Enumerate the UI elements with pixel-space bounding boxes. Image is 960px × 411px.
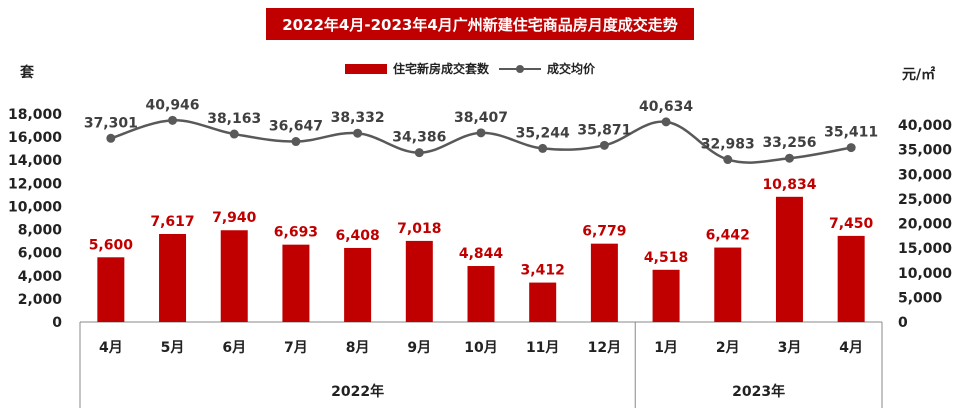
price-point bbox=[538, 143, 548, 153]
price-value-label: 38,332 bbox=[331, 110, 385, 126]
category-label: 8月 bbox=[346, 340, 370, 356]
bar-value-label: 10,834 bbox=[762, 177, 816, 193]
bar-value-label: 6,779 bbox=[582, 224, 626, 240]
bar bbox=[159, 233, 187, 322]
right-axis-tick-label: 25,000 bbox=[898, 192, 952, 208]
legend-bar-swatch bbox=[345, 63, 387, 74]
category-label: 10月 bbox=[464, 340, 497, 356]
price-value-label: 40,634 bbox=[639, 99, 693, 115]
category-label: 11月 bbox=[526, 340, 559, 356]
year-group-label: 2023年 bbox=[732, 383, 785, 400]
left-axis-tick-label: 16,000 bbox=[8, 130, 62, 146]
price-point bbox=[291, 137, 301, 147]
bar-value-label: 7,450 bbox=[829, 216, 874, 232]
price-point bbox=[661, 117, 671, 127]
bar bbox=[282, 244, 310, 322]
category-label: 4月 bbox=[839, 340, 863, 356]
bar bbox=[837, 235, 865, 322]
price-value-label: 40,946 bbox=[146, 97, 200, 113]
category-label: 12月 bbox=[588, 340, 621, 356]
price-point bbox=[846, 143, 856, 153]
right-axis-tick-label: 15,000 bbox=[898, 241, 952, 257]
bar bbox=[714, 247, 742, 322]
left-axis-tick-label: 6,000 bbox=[18, 246, 63, 262]
bar-value-label: 3,412 bbox=[521, 263, 565, 279]
price-point bbox=[229, 129, 239, 139]
bar bbox=[652, 269, 680, 322]
left-axis-tick-label: 8,000 bbox=[18, 223, 63, 239]
left-axis-tick-label: 4,000 bbox=[18, 269, 63, 285]
legend-bars-label: 住宅新房成交套数 bbox=[393, 62, 490, 76]
category-label: 1月 bbox=[654, 340, 678, 356]
left-axis-tick-label: 14,000 bbox=[8, 153, 62, 169]
price-value-label: 33,256 bbox=[762, 135, 816, 151]
bar-value-label: 4,844 bbox=[459, 246, 504, 262]
category-label: 6月 bbox=[222, 340, 246, 356]
left-axis-tick-label: 18,000 bbox=[8, 107, 62, 123]
category-label: 4月 bbox=[99, 340, 123, 356]
bar bbox=[775, 196, 803, 322]
right-axis-tick-label: 40,000 bbox=[898, 118, 952, 134]
year-group-label: 2022年 bbox=[331, 383, 384, 400]
category-label: 2月 bbox=[716, 340, 740, 356]
bar-value-label: 7,018 bbox=[397, 221, 441, 237]
category-label: 5月 bbox=[161, 340, 185, 356]
price-value-label: 36,647 bbox=[269, 119, 323, 135]
right-axis-tick-label: 30,000 bbox=[898, 167, 952, 183]
bar bbox=[344, 247, 372, 322]
bar-value-label: 6,442 bbox=[706, 228, 750, 244]
category-label: 3月 bbox=[778, 340, 802, 356]
price-value-label: 37,301 bbox=[84, 115, 138, 131]
bar bbox=[467, 266, 495, 322]
price-value-label: 32,983 bbox=[701, 137, 755, 153]
price-value-label: 34,386 bbox=[392, 130, 446, 146]
bar bbox=[529, 282, 557, 322]
left-axis-tick-label: 0 bbox=[52, 315, 62, 331]
bar-value-label: 7,617 bbox=[150, 214, 194, 230]
price-value-label: 35,411 bbox=[824, 125, 878, 141]
left-axis-tick-label: 12,000 bbox=[8, 176, 62, 192]
price-point bbox=[414, 148, 424, 158]
right-axis-unit: 元/㎡ bbox=[902, 67, 936, 83]
bar bbox=[590, 243, 618, 322]
bar-value-label: 7,940 bbox=[212, 210, 257, 226]
legend-line-swatch bbox=[499, 64, 542, 74]
bar bbox=[97, 257, 125, 322]
right-axis-tick-label: 10,000 bbox=[898, 266, 952, 282]
left-axis-tick-label: 10,000 bbox=[8, 199, 62, 215]
left-axis-unit: 套 bbox=[20, 65, 34, 81]
price-value-label: 35,244 bbox=[516, 125, 570, 141]
bar bbox=[405, 240, 433, 322]
legend-line-label: 成交均价 bbox=[547, 62, 596, 76]
legend-item-line: 成交均价 bbox=[499, 60, 595, 77]
right-axis-tick-label: 0 bbox=[898, 315, 908, 331]
category-label: 7月 bbox=[284, 340, 308, 356]
bar-value-label: 4,518 bbox=[644, 250, 688, 266]
category-label: 9月 bbox=[407, 340, 431, 356]
legend: 住宅新房成交套数 成交均价 bbox=[345, 60, 595, 77]
price-point bbox=[599, 140, 609, 150]
right-axis-tick-label: 20,000 bbox=[898, 217, 952, 233]
bar-value-label: 5,600 bbox=[89, 237, 134, 253]
price-point bbox=[723, 155, 733, 165]
price-value-label: 38,163 bbox=[207, 111, 261, 127]
bar-value-label: 6,408 bbox=[335, 228, 379, 244]
price-point bbox=[476, 128, 486, 138]
price-point bbox=[784, 153, 794, 163]
chart-title: 2022年4月-2023年4月广州新建住宅商品房月度成交走势 bbox=[266, 8, 694, 40]
price-point bbox=[106, 133, 116, 143]
price-point bbox=[168, 115, 178, 125]
right-axis-tick-label: 5,000 bbox=[898, 290, 943, 306]
legend-item-bars: 住宅新房成交套数 bbox=[345, 60, 489, 77]
price-value-label: 38,407 bbox=[454, 110, 508, 126]
price-value-label: 35,871 bbox=[577, 122, 631, 138]
left-axis-tick-label: 2,000 bbox=[18, 292, 63, 308]
bar bbox=[220, 230, 248, 322]
right-axis-tick-label: 35,000 bbox=[898, 143, 952, 159]
price-point bbox=[353, 128, 363, 138]
bar-value-label: 6,693 bbox=[274, 225, 318, 241]
